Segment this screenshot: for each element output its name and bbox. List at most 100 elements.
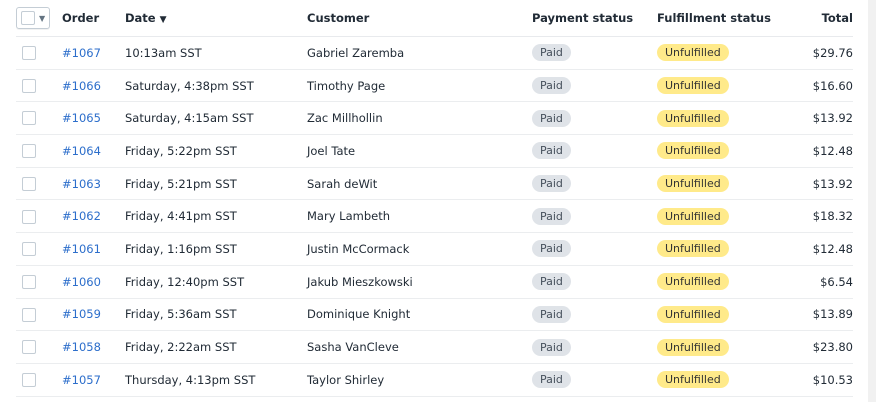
- row-checkbox[interactable]: [22, 209, 36, 224]
- order-link[interactable]: #1064: [62, 143, 101, 158]
- order-date: Friday, 12:40pm SST: [125, 265, 307, 299]
- customer-name: Taylor Shirley: [307, 363, 532, 397]
- order-total: $29.76: [797, 36, 853, 70]
- order-total: $16.60: [797, 69, 853, 103]
- row-checkbox[interactable]: [22, 372, 36, 387]
- row-checkbox[interactable]: [22, 307, 36, 322]
- order-link[interactable]: #1065: [62, 111, 101, 126]
- column-fulfillment-status[interactable]: Fulfillment status: [657, 0, 797, 37]
- customer-name: Sarah deWit: [307, 167, 532, 201]
- fulfillment-status-badge: Unfulfilled: [657, 109, 729, 127]
- order-date: Friday, 1:16pm SST: [125, 232, 307, 266]
- table-row[interactable]: #1063 Friday, 5:21pm SST Sarah deWit Pai…: [16, 167, 853, 201]
- customer-name: Jakub Mieszkowski: [307, 265, 532, 299]
- customer-name: Mary Lambeth: [307, 199, 532, 234]
- order-date: Friday, 4:41pm SST: [125, 199, 307, 234]
- customer-name: Sasha VanCleve: [307, 330, 532, 364]
- order-link[interactable]: #1066: [62, 78, 101, 93]
- table-row[interactable]: #1062 Friday, 4:41pm SST Mary Lambeth Pa…: [16, 199, 853, 234]
- customer-name: Zac Millhollin: [307, 101, 532, 136]
- customer-name: Justin McCormack: [307, 232, 532, 266]
- order-link[interactable]: #1059: [62, 307, 101, 322]
- order-link[interactable]: #1062: [62, 209, 101, 224]
- chevron-down-icon: ▼: [39, 13, 46, 23]
- order-date: 10:13am SST: [125, 36, 307, 70]
- orders-table: ▼ Order Date ▼ Customer Payment status F…: [16, 0, 853, 397]
- table-row[interactable]: #1059 Friday, 5:36am SST Dominique Knigh…: [16, 298, 853, 332]
- payment-status-badge: Paid: [532, 77, 571, 95]
- order-date: Friday, 2:22am SST: [125, 330, 307, 364]
- order-total: $12.48: [797, 134, 853, 168]
- order-date: Friday, 5:22pm SST: [125, 134, 307, 168]
- column-order[interactable]: Order: [62, 0, 125, 37]
- order-date: Friday, 5:36am SST: [125, 298, 307, 332]
- order-link[interactable]: #1057: [62, 372, 101, 387]
- payment-status-badge: Paid: [532, 44, 571, 62]
- customer-name: Timothy Page: [307, 69, 532, 103]
- table-row[interactable]: #1066 Saturday, 4:38pm SST Timothy Page …: [16, 69, 853, 103]
- row-checkbox[interactable]: [22, 274, 36, 289]
- fulfillment-status-badge: Unfulfilled: [657, 142, 729, 160]
- payment-status-badge: Paid: [532, 207, 571, 225]
- order-total: $10.53: [797, 363, 853, 397]
- fulfillment-status-badge: Unfulfilled: [657, 338, 729, 356]
- column-total[interactable]: Total: [797, 0, 853, 37]
- order-total: $12.48: [797, 232, 853, 266]
- fulfillment-status-badge: Unfulfilled: [657, 273, 729, 291]
- table-header: ▼ Order Date ▼ Customer Payment status F…: [16, 0, 853, 37]
- table-row[interactable]: #1067 10:13am SST Gabriel Zaremba Paid U…: [16, 36, 853, 70]
- payment-status-badge: Paid: [532, 240, 571, 258]
- scrollbar[interactable]: [868, 0, 876, 402]
- payment-status-badge: Paid: [532, 109, 571, 127]
- fulfillment-status-badge: Unfulfilled: [657, 77, 729, 95]
- fulfillment-status-badge: Unfulfilled: [657, 305, 729, 323]
- fulfillment-status-badge: Unfulfilled: [657, 175, 729, 193]
- order-total: $13.92: [797, 101, 853, 136]
- payment-status-badge: Paid: [532, 142, 571, 160]
- customer-name: Joel Tate: [307, 134, 532, 168]
- table-row[interactable]: #1058 Friday, 2:22am SST Sasha VanCleve …: [16, 330, 853, 364]
- table-row[interactable]: #1057 Thursday, 4:13pm SST Taylor Shirle…: [16, 363, 853, 397]
- column-customer[interactable]: Customer: [307, 0, 532, 37]
- row-checkbox[interactable]: [22, 144, 36, 159]
- column-date-label: Date: [125, 11, 156, 25]
- row-checkbox[interactable]: [22, 340, 36, 355]
- table-row[interactable]: #1061 Friday, 1:16pm SST Justin McCormac…: [16, 232, 853, 266]
- order-total: $13.92: [797, 167, 853, 201]
- fulfillment-status-badge: Unfulfilled: [657, 44, 729, 62]
- row-checkbox[interactable]: [22, 111, 36, 126]
- payment-status-badge: Paid: [532, 305, 571, 323]
- order-date: Saturday, 4:38pm SST: [125, 69, 307, 103]
- order-date: Thursday, 4:13pm SST: [125, 363, 307, 397]
- caret-down-icon: ▼: [159, 15, 167, 25]
- order-link[interactable]: #1067: [62, 45, 101, 60]
- order-date: Friday, 5:21pm SST: [125, 167, 307, 201]
- payment-status-badge: Paid: [532, 273, 571, 291]
- row-checkbox[interactable]: [22, 242, 36, 257]
- column-payment-status[interactable]: Payment status: [532, 0, 657, 37]
- row-checkbox[interactable]: [22, 176, 36, 191]
- bulk-select-dropdown[interactable]: ▼: [16, 7, 51, 29]
- table-row[interactable]: #1060 Friday, 12:40pm SST Jakub Mieszkow…: [16, 265, 853, 299]
- payment-status-badge: Paid: [532, 175, 571, 193]
- order-link[interactable]: #1061: [62, 241, 101, 256]
- fulfillment-status-badge: Unfulfilled: [657, 371, 729, 389]
- column-date[interactable]: Date ▼: [125, 0, 307, 37]
- order-total: $13.89: [797, 298, 853, 332]
- order-link[interactable]: #1060: [62, 274, 101, 289]
- fulfillment-status-badge: Unfulfilled: [657, 240, 729, 258]
- payment-status-badge: Paid: [532, 371, 571, 389]
- order-total: $6.54: [797, 265, 853, 299]
- row-checkbox[interactable]: [22, 78, 36, 93]
- order-total: $23.80: [797, 330, 853, 364]
- row-checkbox[interactable]: [22, 46, 36, 61]
- customer-name: Dominique Knight: [307, 298, 532, 332]
- table-row[interactable]: #1064 Friday, 5:22pm SST Joel Tate Paid …: [16, 134, 853, 168]
- fulfillment-status-badge: Unfulfilled: [657, 207, 729, 225]
- select-all-checkbox[interactable]: [21, 11, 35, 25]
- payment-status-badge: Paid: [532, 338, 571, 356]
- order-total: $18.32: [797, 199, 853, 234]
- order-link[interactable]: #1058: [62, 340, 101, 355]
- order-link[interactable]: #1063: [62, 176, 101, 191]
- table-row[interactable]: #1065 Saturday, 4:15am SST Zac Millholli…: [16, 101, 853, 136]
